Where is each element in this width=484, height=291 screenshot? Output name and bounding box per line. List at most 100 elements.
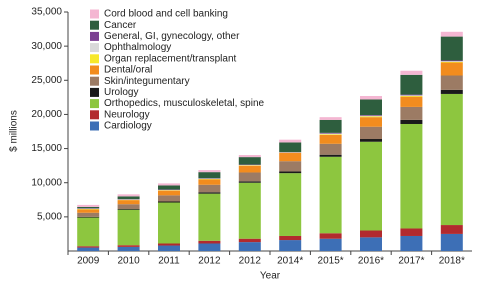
bar-segment — [320, 157, 342, 233]
bar-segment — [441, 225, 463, 234]
bar-segment — [400, 236, 422, 251]
bar-segment — [441, 234, 463, 251]
y-tick-label: 15,000 — [31, 143, 62, 154]
bar-segment — [239, 239, 261, 242]
bar-segment — [320, 144, 342, 155]
bar-segment — [360, 117, 382, 127]
bar-segment — [441, 37, 463, 61]
legend-swatch — [90, 77, 99, 86]
bar-segment — [239, 183, 261, 239]
bar-segment — [320, 133, 342, 134]
x-tick-label: 2012 — [198, 256, 221, 267]
bar-segment — [360, 115, 382, 116]
y-tick-label: 5,000 — [37, 211, 62, 222]
bar-segment — [279, 140, 301, 143]
x-tick-label: 2010 — [117, 256, 140, 267]
legend-swatch — [90, 66, 99, 75]
bar-segment — [320, 135, 342, 144]
y-axis-label: $ millions — [9, 110, 20, 152]
bar-segment — [320, 117, 342, 120]
y-tick-label: 25,000 — [31, 75, 62, 86]
bar-segment — [279, 171, 301, 173]
bar-segment — [198, 170, 220, 172]
bar-segment — [158, 203, 180, 244]
bar-segment — [198, 241, 220, 244]
bar-segment — [198, 192, 220, 193]
bar-segment — [400, 107, 422, 120]
legend-swatch — [90, 99, 99, 108]
bar-segment — [118, 200, 140, 204]
bar-segment — [320, 120, 342, 133]
bar-segment — [158, 246, 180, 251]
bar-segment — [441, 63, 463, 76]
bar-segment — [77, 207, 99, 208]
bar-segment — [279, 153, 301, 161]
bar-segment — [279, 161, 301, 171]
y-tick-label: 35,000 — [31, 7, 62, 18]
legend-swatch — [90, 21, 99, 30]
bar-segment — [400, 75, 422, 95]
legend-label: Orthopedics, musculoskeletal, spine — [104, 98, 265, 109]
bar-segment — [77, 217, 99, 218]
bar-segment — [360, 237, 382, 251]
legend-swatch — [90, 32, 99, 41]
bar-segment — [77, 248, 99, 251]
bar-segment — [441, 61, 463, 62]
bar-segment — [118, 245, 140, 247]
bar-segment — [198, 185, 220, 193]
legend-label: Organ replacement/transplant — [104, 53, 237, 64]
bar-segment — [158, 191, 180, 196]
bar-segment — [118, 247, 140, 251]
x-tick-label: 2015* — [318, 256, 344, 267]
legend-label: Urology — [104, 87, 138, 98]
y-tick-label: 10,000 — [31, 177, 62, 188]
bar-segment — [77, 209, 99, 212]
legend-label: Ophthalmology — [104, 42, 171, 53]
bar-segment — [118, 209, 140, 210]
bar-segment — [320, 239, 342, 251]
legend-label: Cardiology — [104, 121, 152, 132]
legend-swatch — [90, 122, 99, 131]
bar-segment — [441, 76, 463, 90]
bar-segment — [400, 120, 422, 124]
bar-segment — [360, 99, 382, 115]
bar-segment — [158, 183, 180, 185]
x-axis-label: Year — [260, 271, 281, 282]
legend-swatch — [90, 10, 99, 19]
bar-segment — [441, 62, 463, 63]
bar-segment — [118, 204, 140, 209]
bar-segment — [118, 194, 140, 196]
x-tick-label: 2012 — [239, 256, 262, 267]
legend-swatch — [90, 54, 99, 63]
bar-segment — [400, 95, 422, 96]
bar-segment — [158, 195, 180, 201]
bar-segment — [400, 96, 422, 97]
legend-label: Dental/oral — [104, 65, 152, 76]
legend-label: Cord blood and cell banking — [104, 9, 228, 20]
bar-segment — [158, 243, 180, 245]
bar-segment — [441, 60, 463, 61]
bar-segment — [198, 243, 220, 251]
bar-segment — [400, 95, 422, 96]
bar-segment — [360, 142, 382, 231]
bar-segment — [279, 240, 301, 251]
bar-segment — [239, 172, 261, 181]
bar-segment — [400, 71, 422, 75]
bar-segment — [360, 231, 382, 238]
bar-segment — [360, 96, 382, 99]
bar-segment — [360, 127, 382, 139]
bar-segment — [239, 181, 261, 182]
bar-segment — [360, 139, 382, 142]
bar-segment — [441, 90, 463, 94]
bar-segment — [320, 155, 342, 157]
bar-segment — [118, 210, 140, 246]
bar-segment — [279, 173, 301, 236]
bar-segment — [77, 205, 99, 207]
legend-label: Cancer — [104, 20, 137, 31]
bar-segment — [400, 228, 422, 236]
bar-segment — [118, 196, 140, 199]
y-tick-label: 30,000 — [31, 41, 62, 52]
bar-segment — [441, 94, 463, 225]
bar-segment — [400, 97, 422, 107]
